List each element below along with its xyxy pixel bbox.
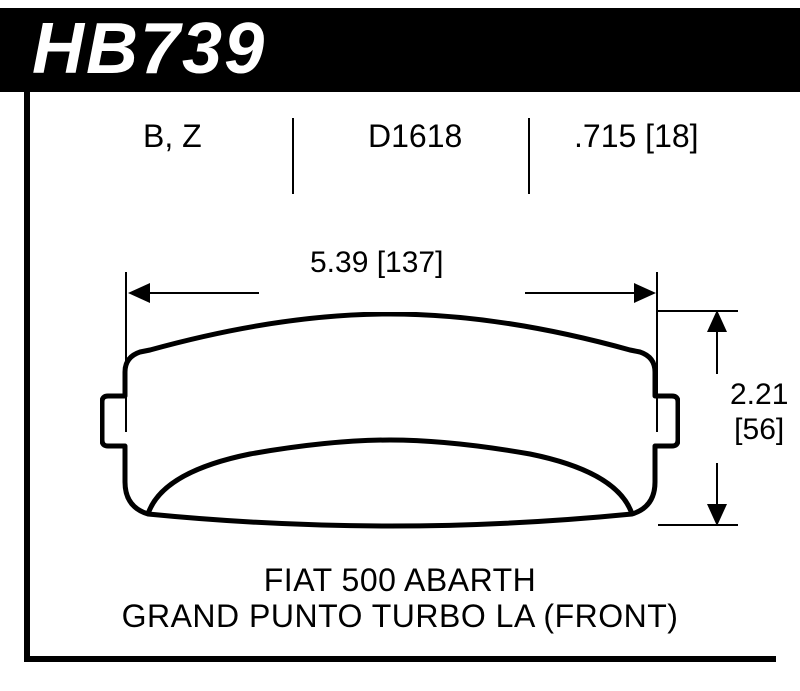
height-value: 2.21 [56] bbox=[730, 378, 788, 447]
spec-separator bbox=[528, 118, 530, 194]
part-number: HB739 bbox=[32, 8, 266, 90]
frame-bottom-rule bbox=[24, 656, 776, 662]
spec-thickness: .715 [18] bbox=[574, 118, 699, 155]
spec-fmsicode: D1618 bbox=[368, 118, 462, 155]
height-mm: [56] bbox=[734, 413, 784, 446]
dimension-line bbox=[716, 463, 718, 507]
brake-pad-outline bbox=[100, 312, 680, 542]
arrowhead-up-icon bbox=[707, 310, 727, 332]
pad-inner-path bbox=[148, 440, 632, 514]
caption-line-1: FIAT 500 ABARTH bbox=[0, 562, 800, 599]
dimension-line bbox=[716, 330, 718, 374]
dimension-line bbox=[525, 292, 638, 294]
height-inches: 2.21 bbox=[730, 378, 788, 411]
dimension-line bbox=[146, 292, 259, 294]
pad-path bbox=[102, 314, 678, 526]
arrowhead-down-icon bbox=[707, 504, 727, 526]
spec-row: B, Z D1618 .715 [18] bbox=[0, 118, 800, 198]
spec-compounds: B, Z bbox=[143, 118, 202, 155]
spec-sheet: HB739 B, Z D1618 .715 [18] 5.39 [137] 2.… bbox=[0, 0, 800, 691]
caption-line-2: GRAND PUNTO TURBO LA (FRONT) bbox=[0, 598, 800, 635]
height-dimension: 2.21 [56] bbox=[660, 318, 800, 538]
arrowhead-right-icon bbox=[634, 283, 656, 303]
spec-separator bbox=[292, 118, 294, 194]
width-value: 5.39 [137] bbox=[310, 246, 443, 280]
